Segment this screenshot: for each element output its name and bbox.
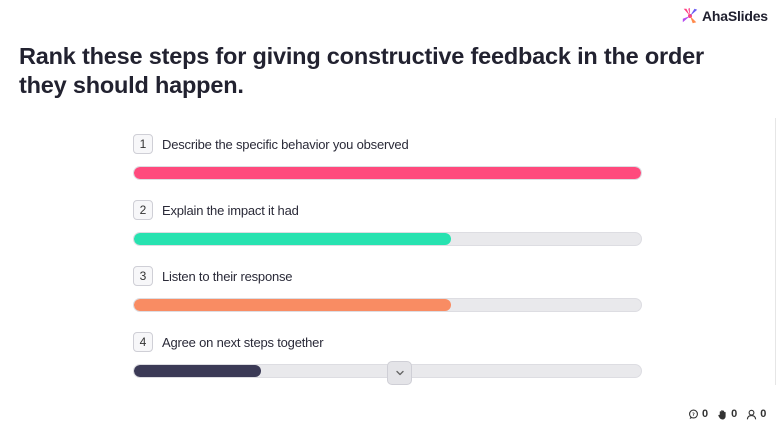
reactions-stat[interactable]: 0 (717, 408, 737, 420)
audience-stats: ? 0 0 0 (688, 408, 766, 420)
ranking-item-1: 1 Describe the specific behavior you obs… (133, 134, 642, 200)
rank-number-badge: 4 (133, 332, 153, 352)
ahaslides-logo-text: AhaSlides (702, 8, 768, 24)
ahaslides-logo-icon (682, 7, 698, 24)
svg-text:?: ? (692, 411, 695, 417)
score-bar-fill (134, 365, 261, 377)
ranking-item-label: Listen to their response (162, 268, 293, 284)
ranking-results: 1 Describe the specific behavior you obs… (133, 134, 642, 398)
ahaslides-logo: AhaSlides (681, 7, 768, 25)
score-bar-fill (134, 167, 641, 179)
hand-icon (718, 409, 726, 420)
scroll-down-button[interactable] (387, 361, 412, 385)
comment-icon: ? (689, 409, 698, 419)
participants-stat[interactable]: 0 (746, 408, 766, 420)
ranking-item-2: 2 Explain the impact it had (133, 200, 642, 266)
chevron-down-icon (395, 370, 404, 376)
score-bar-fill (134, 299, 451, 311)
ranking-item-label: Describe the specific behavior you obser… (162, 136, 409, 152)
panel-edge-divider (775, 118, 776, 385)
user-icon (747, 409, 757, 419)
comments-count: 0 (702, 408, 709, 420)
score-bar-track (133, 298, 642, 312)
ranking-item-3: 3 Listen to their response (133, 266, 642, 332)
question-title: Rank these steps for giving constructive… (19, 43, 704, 98)
rank-number-badge: 3 (133, 266, 153, 286)
rank-number-badge: 1 (133, 134, 153, 154)
comments-stat[interactable]: ? 0 (688, 408, 708, 420)
score-bar-track (133, 232, 642, 246)
score-bar-fill (134, 233, 451, 245)
score-bar-track (133, 166, 642, 180)
reactions-count: 0 (731, 408, 738, 420)
rank-number-badge: 2 (133, 200, 153, 220)
ranking-item-label: Agree on next steps together (162, 334, 324, 350)
ranking-item-label: Explain the impact it had (162, 202, 299, 218)
participants-count: 0 (760, 408, 767, 420)
